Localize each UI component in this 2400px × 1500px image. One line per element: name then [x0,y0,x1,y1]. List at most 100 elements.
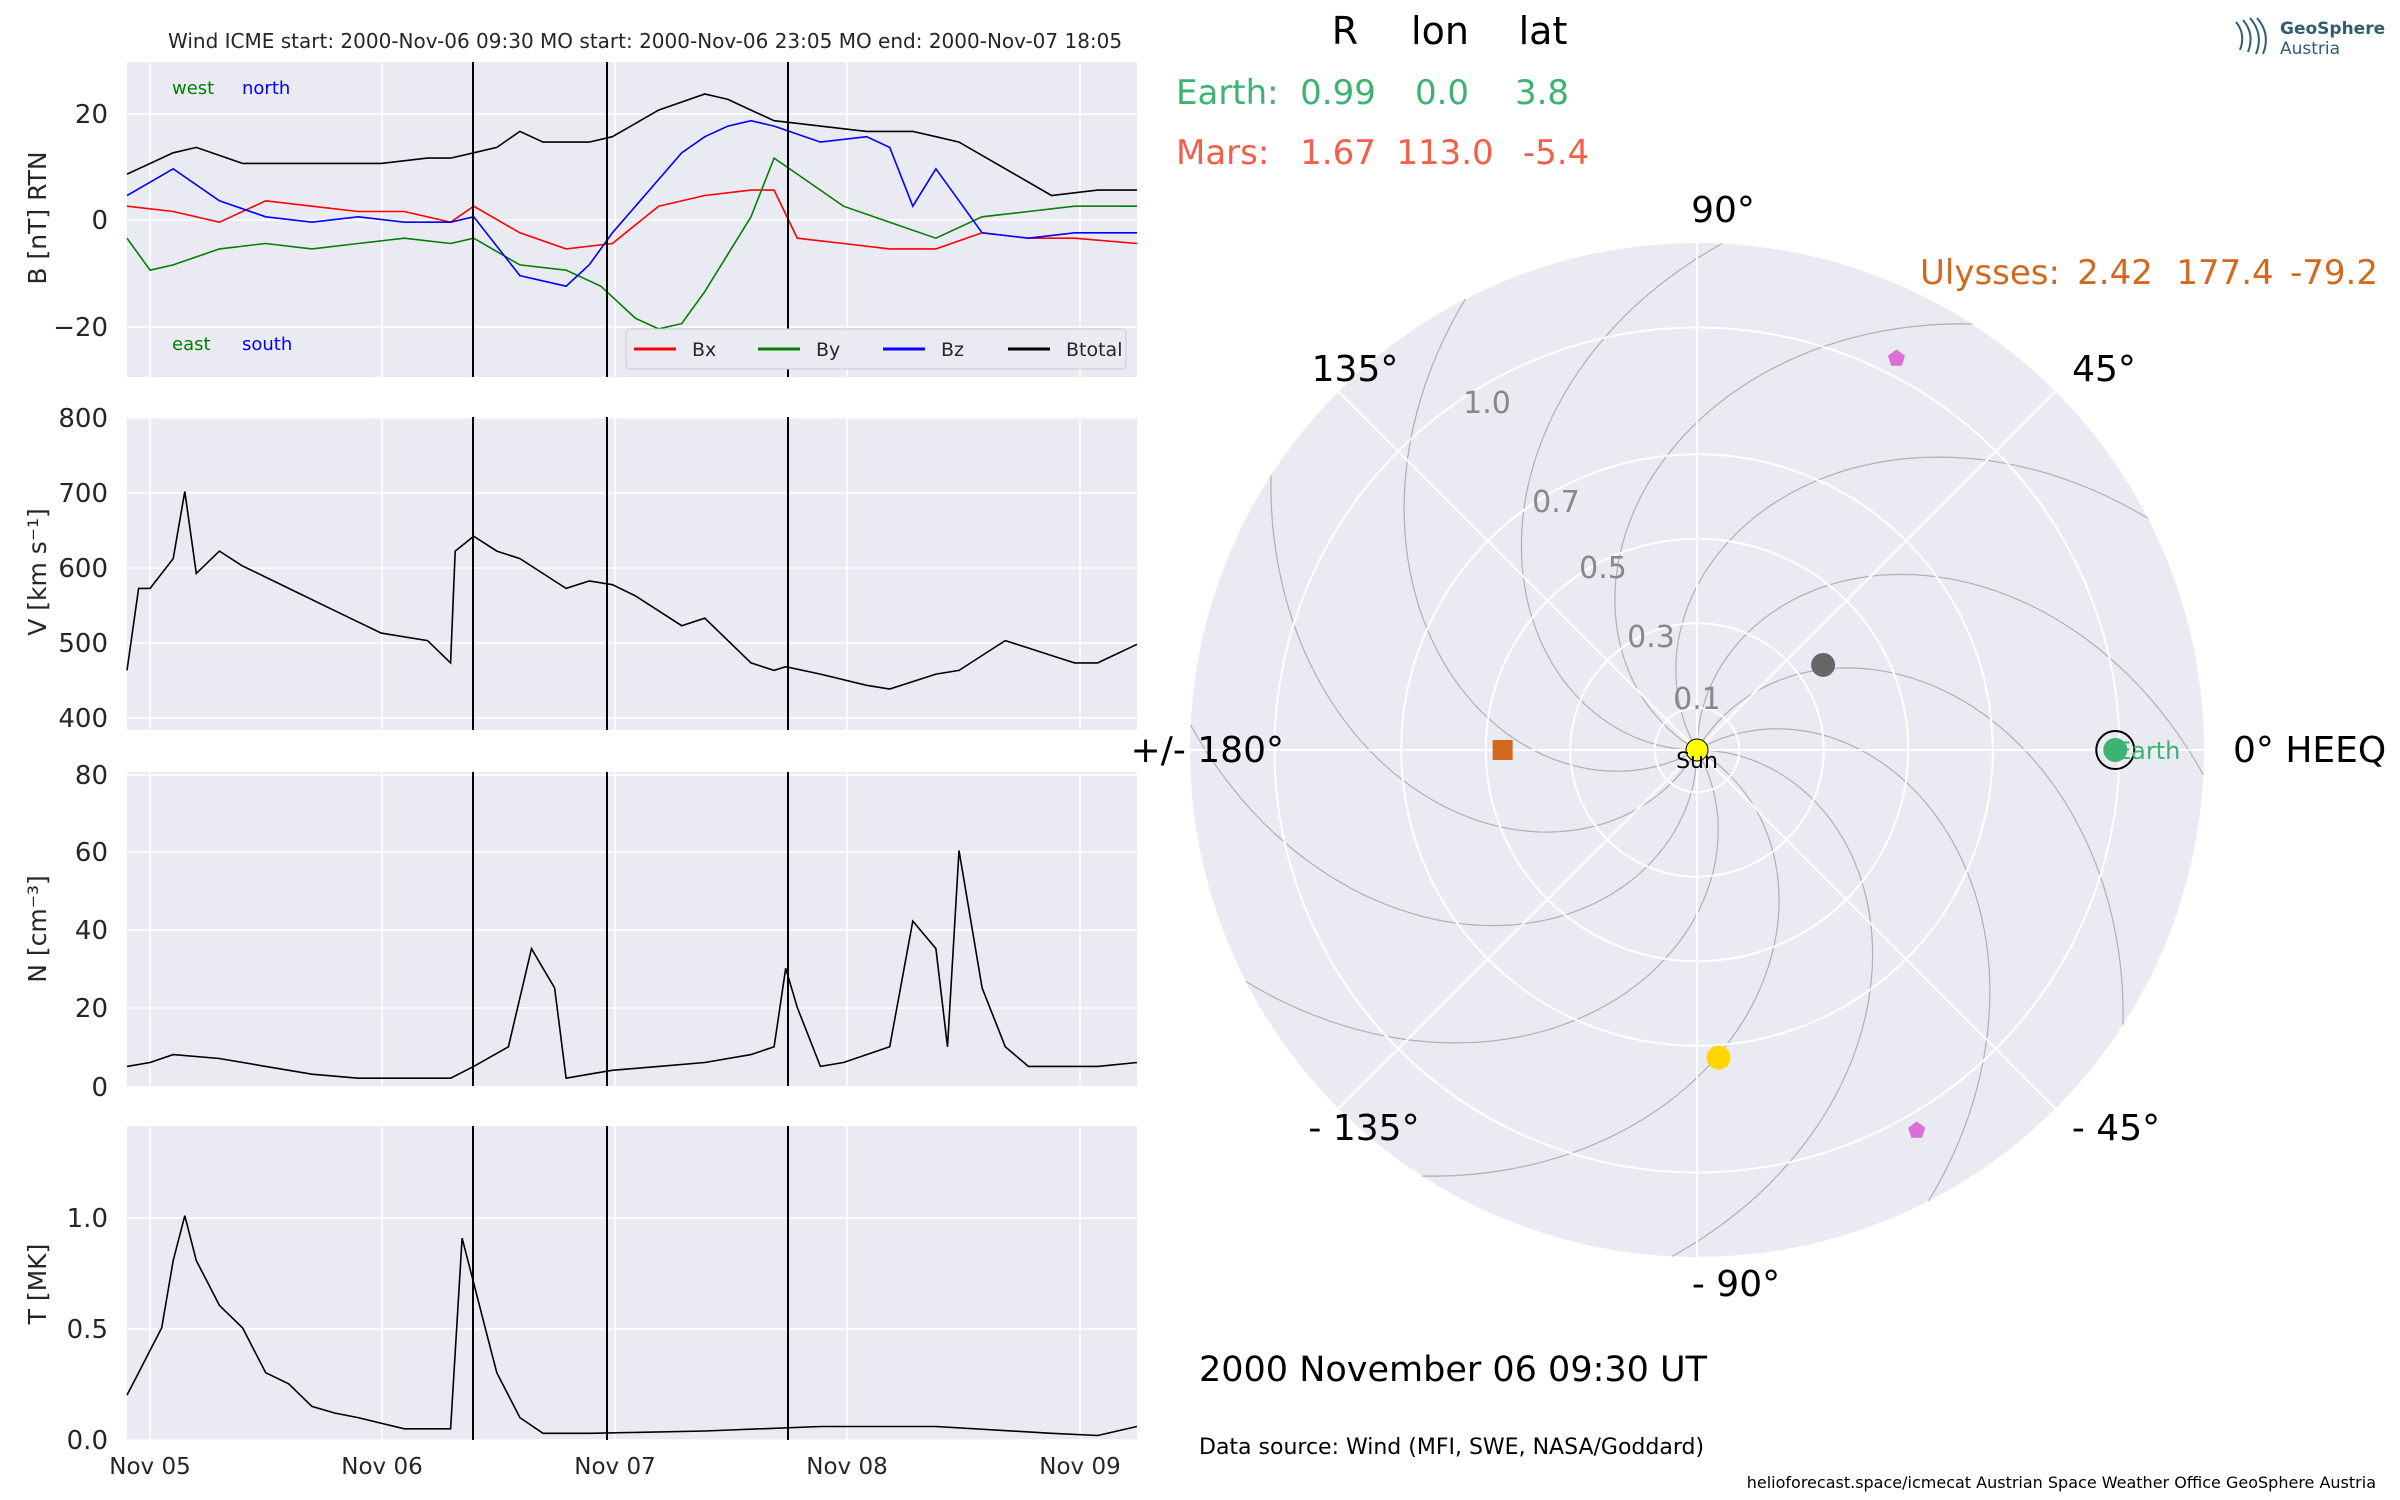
data-source: Data source: Wind (MFI, SWE, NASA/Goddar… [1199,1435,1704,1460]
legend-entry: By [816,339,840,361]
legend-entry: Bx [692,339,716,361]
y-tick-label: 1.0 [67,1204,108,1234]
body-marker-gray [1811,652,1836,677]
radial-tick-label: 0.3 [1627,620,1675,655]
ulysses-lon: 177.4 [2176,253,2273,293]
label-west: west [172,78,214,99]
polar-plot: 0.1 0.30.5 0.7 1.0 0° HEEQ 45° 90° 135° +/- 180°… [1131,190,2387,1305]
sun-label: Sun [1676,749,1718,774]
angle-tick-label: +/- 180° [1131,730,1284,771]
header-lon: lon [1411,9,1469,53]
y-axis-label: B [nT] RTN [23,151,52,284]
angle-grid-line [1337,749,1698,1110]
date-text: 2000 November 06 09:30 UT [1199,1350,1708,1390]
panel-N: 80 60 40 20 0 N [cm⁻³] [23,761,1138,1103]
y-tick-label: 0.5 [67,1315,108,1345]
series-line-bz [126,119,1137,288]
panel-B: 20 0 −20B [nT] RTN west north east south Bx By Bz… [23,62,1138,377]
panel-background [127,1126,1137,1440]
y-tick-label: 20 [75,100,108,130]
radial-tick-label: 0.7 [1532,485,1580,520]
angle-tick-label: - 90° [1692,1264,1780,1305]
series-line-data [126,1215,1138,1437]
logo-line1: GeoSphere [2280,19,2385,39]
geosphere-logo: GeoSphere Austria [2235,17,2385,59]
y-tick-label: 0 [91,1073,108,1103]
ulysses-r: 2.42 [2077,253,2153,293]
mars-lon: 113.0 [1396,133,1493,173]
panel-background [127,772,1137,1086]
earth-label: Earth [2116,737,2180,765]
earth-r: 0.99 [1300,73,1376,113]
series-line-btotal [126,93,1137,197]
y-tick-label: 0 [91,206,108,236]
y-tick-label: 700 [58,479,108,509]
mars-label: Mars: [1176,133,1269,173]
y-tick-label: 20 [75,994,108,1024]
legend-entry: Btotal [1066,339,1122,361]
y-tick-label: 400 [58,704,108,734]
ulysses-lat: -79.2 [2290,253,2378,293]
earth-lon: 0.0 [1415,73,1469,113]
body-marker-yellow [1706,1045,1731,1070]
ulysses-label: Ulysses: [1920,253,2060,293]
label-north: north [242,78,290,99]
radial-tick-label: 1.0 [1463,386,1511,421]
series-line-bx [126,189,1138,250]
label-east: east [172,334,211,355]
logo-line2: Austria [2280,39,2340,59]
y-tick-label: 800 [58,404,108,434]
x-tick-label: Nov 09 [1039,1454,1120,1480]
positions-table: R lon lat Earth: 0.99 0.0 3.8 Mars: 1.67… [1176,9,2378,293]
mars-lat: -5.4 [1523,133,1589,173]
angle-grid-line [1696,390,2057,751]
panel-V: 800 700 600 500 400 V [km s⁻¹] [23,404,1138,734]
label-south: south [242,334,292,355]
radial-tick-label: 0.5 [1579,551,1627,586]
angle-grid-line [1696,749,2057,1110]
y-axis-label: N [cm⁻³] [23,875,52,982]
body-marker-pink_a [1887,349,1905,366]
y-axis-label: T [MK] [23,1244,52,1326]
y-axis-label: V [km s⁻¹] [23,508,52,636]
y-tick-label: 60 [75,838,108,868]
radial-tick-label: 0.1 [1673,682,1721,717]
y-tick-label: 40 [75,916,108,946]
x-axis-ticks: Nov 05 Nov 06 Nov 07 Nov 08 Nov 09 [109,1454,1120,1480]
x-tick-label: Nov 07 [574,1454,655,1480]
x-tick-label: Nov 05 [109,1454,190,1480]
panel-background [127,417,1137,730]
time-series-panels: 20 0 −20B [nT] RTN west north east south Bx By Bz… [23,62,1138,1456]
logo-mark-icon [2235,17,2267,55]
y-tick-label: 500 [58,629,108,659]
angle-grid-line [1337,390,1698,751]
legend: Bx By Bz Btotal [625,328,1127,370]
series-line-by [126,156,1137,330]
series-line-data [126,491,1138,690]
mars-r: 1.67 [1300,133,1376,173]
x-tick-label: Nov 08 [806,1454,887,1480]
legend-entry: Bz [941,339,964,361]
body-marker-sun [1685,738,1709,762]
y-tick-label: 80 [75,761,108,791]
angle-tick-label: 90° [1691,190,1755,231]
footer-credits: helioforecast.space/icmecat Austrian Spa… [1747,1473,2376,1492]
y-tick-label: 0.0 [67,1426,108,1456]
earth-lat: 3.8 [1515,73,1569,113]
y-tick-label: −20 [53,313,108,343]
angle-tick-label: - 135° [1308,1108,1419,1149]
panel-title: Wind ICME start: 2000-Nov-06 09:30 MO st… [168,29,1122,53]
legend-box [625,328,1127,370]
body-marker-earth [2103,738,2128,762]
angle-tick-label: 135° [1312,349,1399,390]
angle-tick-label: 45° [2072,349,2136,390]
earth-label: Earth: [1176,73,1279,113]
panel-T: 1.0 0.5 0.0 T [MK] [23,1126,1138,1456]
earth-ring [2095,730,2136,770]
header-lat: lat [1519,9,1568,53]
x-tick-label: Nov 06 [341,1454,422,1480]
header-r: R [1332,9,1358,53]
body-marker-mars [1492,740,1513,760]
body-marker-pink_b [1908,1121,1926,1138]
